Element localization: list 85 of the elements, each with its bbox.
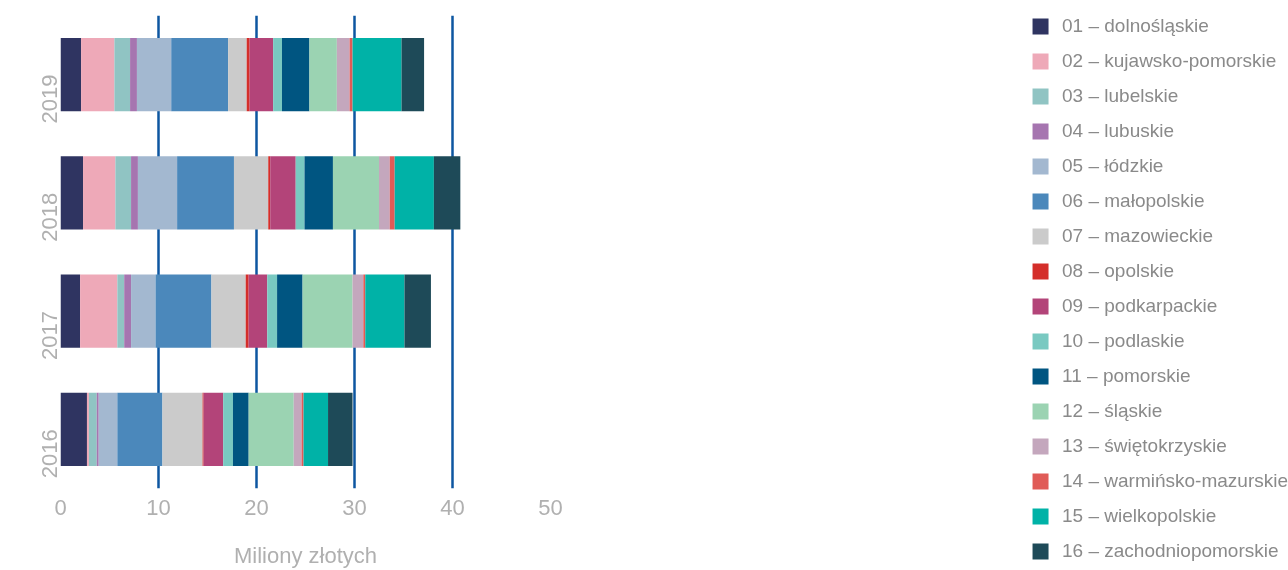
bar xyxy=(273,37,282,112)
legend-label: 13 – świętokrzyskie xyxy=(1062,435,1227,457)
bar xyxy=(332,156,379,230)
x-tick-label: 10 xyxy=(146,494,171,520)
x-tick-label: 40 xyxy=(440,494,465,520)
bar xyxy=(155,274,212,348)
bar xyxy=(303,392,329,467)
bar xyxy=(130,37,137,112)
bar xyxy=(211,274,246,348)
legend-label: 07 – mazowieckie xyxy=(1062,225,1214,247)
bar xyxy=(136,37,172,112)
bar xyxy=(394,156,434,230)
bar xyxy=(365,274,405,348)
bar xyxy=(124,274,132,348)
bar xyxy=(117,274,125,348)
x-tick-label: 0 xyxy=(54,494,67,520)
x-tick-label: 50 xyxy=(538,494,563,520)
x-tick-label: 30 xyxy=(342,494,367,520)
bar xyxy=(248,392,294,467)
bar xyxy=(277,274,303,348)
legend-label: 15 – wielkopolskie xyxy=(1062,505,1217,527)
bar xyxy=(245,274,249,348)
legend-label: 14 – warmińsko-mazurskie xyxy=(1062,470,1288,492)
bar xyxy=(60,392,87,467)
bar xyxy=(281,37,310,112)
bar xyxy=(389,156,395,230)
bar xyxy=(88,392,97,467)
bar xyxy=(83,156,116,230)
bar xyxy=(60,156,84,230)
legend-label: 03 – lubelskie xyxy=(1062,85,1179,107)
y-tick-label: 2016 xyxy=(37,429,62,479)
y-tick-label: 2019 xyxy=(37,74,62,124)
bar xyxy=(336,37,350,112)
y-tick-label: 2018 xyxy=(37,192,62,242)
bar xyxy=(81,37,115,112)
legend-label: 16 – zachodniopomorskie xyxy=(1062,540,1279,562)
bar xyxy=(80,274,118,348)
legend-label: 06 – małopolskie xyxy=(1062,190,1205,212)
bar xyxy=(352,274,364,348)
bar xyxy=(249,37,274,112)
bar xyxy=(270,156,296,230)
legend-label: 11 – pomorskie xyxy=(1062,365,1191,387)
bar xyxy=(302,274,353,348)
bar xyxy=(401,37,425,112)
bar xyxy=(309,37,337,112)
bar xyxy=(233,156,269,230)
legend-label: 09 – podkarpackie xyxy=(1062,295,1218,317)
y-tick-label: 2017 xyxy=(37,311,62,361)
bar xyxy=(433,156,461,230)
legend-label: 02 – kujawsko-pomorskie xyxy=(1062,50,1277,72)
bar xyxy=(304,156,333,230)
bar xyxy=(352,37,402,112)
legend-label: 12 – śląskie xyxy=(1062,400,1163,422)
legend-label: 04 – lubuskie xyxy=(1062,120,1174,142)
bar xyxy=(177,156,234,230)
legend-label: 08 – opolskie xyxy=(1062,260,1174,282)
bar xyxy=(328,392,353,467)
bar xyxy=(223,392,233,467)
bar xyxy=(162,392,203,467)
bar xyxy=(131,156,138,230)
bar xyxy=(137,156,178,230)
x-axis-title: Miliony złotych xyxy=(233,542,378,568)
bar xyxy=(60,37,82,112)
bar xyxy=(295,156,305,230)
bar xyxy=(114,37,131,112)
bar xyxy=(117,392,163,467)
legend-label: 01 – dolnośląskie xyxy=(1062,15,1209,37)
bar xyxy=(171,37,229,112)
bar xyxy=(98,392,118,467)
bar xyxy=(228,37,247,112)
bar xyxy=(267,274,278,348)
bar xyxy=(246,37,250,112)
legend-label: 10 – podlaskie xyxy=(1062,330,1185,352)
bar xyxy=(115,156,132,230)
bar xyxy=(248,274,268,348)
bar xyxy=(203,392,224,467)
x-tick-label: 20 xyxy=(244,494,269,520)
bar xyxy=(349,37,353,112)
bar xyxy=(379,156,390,230)
legend-label: 05 – łódzkie xyxy=(1062,155,1164,177)
bar xyxy=(232,392,249,467)
bar xyxy=(293,392,302,467)
bar xyxy=(131,274,156,348)
bar xyxy=(404,274,431,348)
bar xyxy=(60,274,81,348)
